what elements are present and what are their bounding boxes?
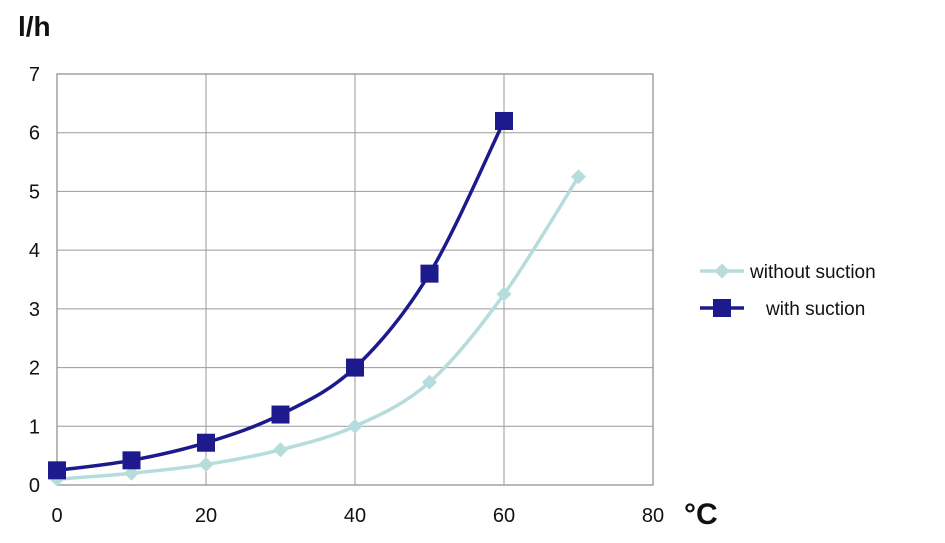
data-point: [422, 374, 437, 390]
x-tick-label: 0: [51, 505, 62, 527]
y-tick-label: 7: [29, 64, 40, 86]
y-axis-label: l/h: [18, 11, 51, 42]
x-tick-label: 60: [493, 505, 515, 527]
series-layer: [48, 111, 586, 487]
data-point: [496, 286, 512, 302]
x-tick-label: 20: [195, 505, 217, 527]
data-point: [122, 451, 141, 470]
data-point: [495, 111, 513, 130]
y-tick-label: 1: [29, 416, 40, 438]
x-tick-label: 80: [642, 505, 664, 527]
data-point: [198, 456, 214, 472]
data-point: [346, 358, 364, 377]
data-point: [197, 433, 215, 452]
legend: without suction with suction: [700, 262, 876, 320]
x-tick-label: 40: [344, 505, 366, 527]
data-point: [124, 465, 139, 481]
y-tick-label: 6: [29, 123, 40, 145]
data-point: [271, 405, 290, 424]
data-point: [420, 264, 439, 283]
x-tick-labels: 0 20 40 60 80: [51, 505, 664, 527]
y-tick-labels: 0 1 2 3 4 5 6 7: [29, 64, 40, 497]
data-point: [571, 169, 586, 185]
legend-item: without suction: [700, 262, 876, 283]
y-tick-label: 4: [29, 240, 40, 262]
data-point: [347, 418, 363, 434]
series-with-suction: [48, 111, 513, 480]
plot-frame: [56, 73, 654, 486]
y-tick-label: 2: [29, 358, 40, 380]
legend-label: with suction: [765, 299, 865, 320]
data-point: [273, 442, 288, 458]
legend-marker: [714, 263, 730, 279]
y-tick-label: 0: [29, 475, 40, 497]
legend-label: without suction: [749, 262, 876, 283]
y-tick-label: 3: [29, 299, 40, 321]
x-axis-label: °C: [684, 498, 718, 531]
y-tick-label: 5: [29, 181, 40, 203]
legend-item: with suction: [700, 299, 865, 320]
data-point: [48, 461, 66, 480]
legend-marker: [713, 299, 731, 317]
